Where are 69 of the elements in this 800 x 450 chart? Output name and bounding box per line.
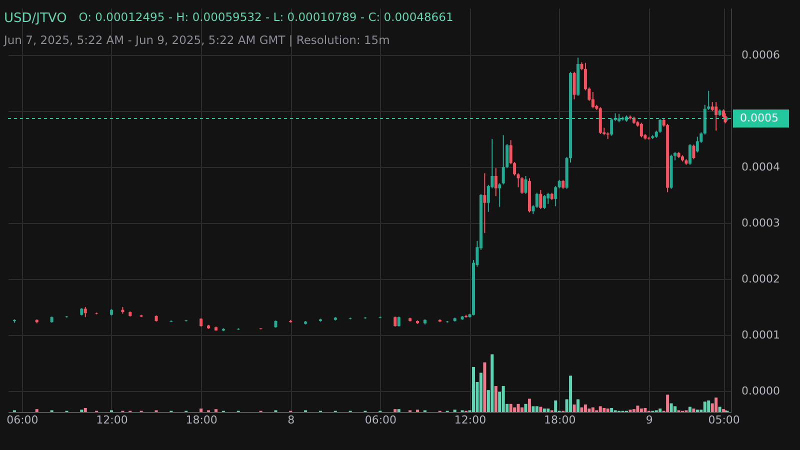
bar (640, 408, 643, 412)
y-tick-label: 0.0006 (742, 48, 780, 62)
bar (666, 394, 670, 412)
bar (576, 399, 580, 412)
bar (588, 408, 591, 412)
bar (584, 404, 587, 412)
bar (35, 409, 38, 412)
bar (703, 402, 706, 412)
bar (494, 386, 498, 412)
bar (479, 372, 482, 412)
bar (569, 376, 572, 412)
bar (214, 409, 218, 412)
bar (200, 408, 203, 412)
bar (472, 366, 475, 412)
candlestick (348, 317, 352, 320)
x-tick-label: 18:00 (544, 414, 576, 426)
bar (707, 400, 710, 412)
bar (516, 404, 520, 412)
bar (632, 409, 636, 412)
y-tick-label: 0.0004 (742, 160, 780, 174)
bar (591, 407, 594, 412)
y-tick-label: 0.0003 (742, 216, 780, 230)
bar (542, 408, 546, 412)
bar (644, 408, 647, 412)
bar (528, 398, 531, 412)
bar (490, 354, 494, 412)
x-tick-label: 8 (288, 414, 295, 426)
bar (532, 406, 535, 412)
text: Jun 7, 2025, 5:22 AM - Jun 9, 2025, 5:22 AM GMT | Resolution: 15m (3, 33, 390, 47)
y-tick-label: 0.0002 (742, 272, 780, 286)
chart-title: USD/JTVO (4, 11, 67, 26)
x-tick-label: 12:00 (96, 414, 128, 426)
bar (580, 407, 584, 412)
bar (610, 408, 614, 412)
x-tick-label: 05:00 (708, 414, 740, 426)
x-tick-label: 06:00 (364, 414, 397, 426)
bar (524, 404, 528, 412)
bar (670, 403, 673, 412)
bar (572, 404, 576, 412)
bar (397, 409, 400, 412)
bar (483, 362, 486, 412)
bar (688, 406, 692, 412)
annotation: O: 0.00012495 - H: 0.00059532 - L: 0.00010789 - C: 0.00048661 (78, 10, 454, 24)
ref-line-label: 0.0005 (740, 112, 778, 125)
x-tick-label: 9 (646, 414, 653, 426)
bar (535, 406, 538, 412)
bar (606, 408, 610, 412)
x-tick-label: 12:00 (454, 414, 486, 426)
bar (509, 404, 512, 412)
bar (502, 386, 505, 412)
bar (84, 408, 87, 412)
x-tick-label: 06:00 (6, 414, 38, 426)
bar (546, 408, 550, 412)
y-tick-label: 0.0001 (742, 328, 780, 342)
bar (602, 408, 606, 412)
bar (539, 406, 542, 412)
bar (658, 408, 662, 412)
bar (692, 408, 696, 412)
bar (636, 406, 640, 412)
bar (714, 398, 718, 412)
bar (513, 407, 516, 412)
bar (598, 406, 602, 412)
y-tick-label: 0.0000 (742, 384, 780, 398)
bar (674, 406, 677, 412)
bar (394, 409, 397, 412)
x-tick-label: 18:00 (186, 414, 218, 426)
bar (554, 400, 558, 412)
bar (520, 407, 524, 412)
bar (718, 406, 722, 412)
